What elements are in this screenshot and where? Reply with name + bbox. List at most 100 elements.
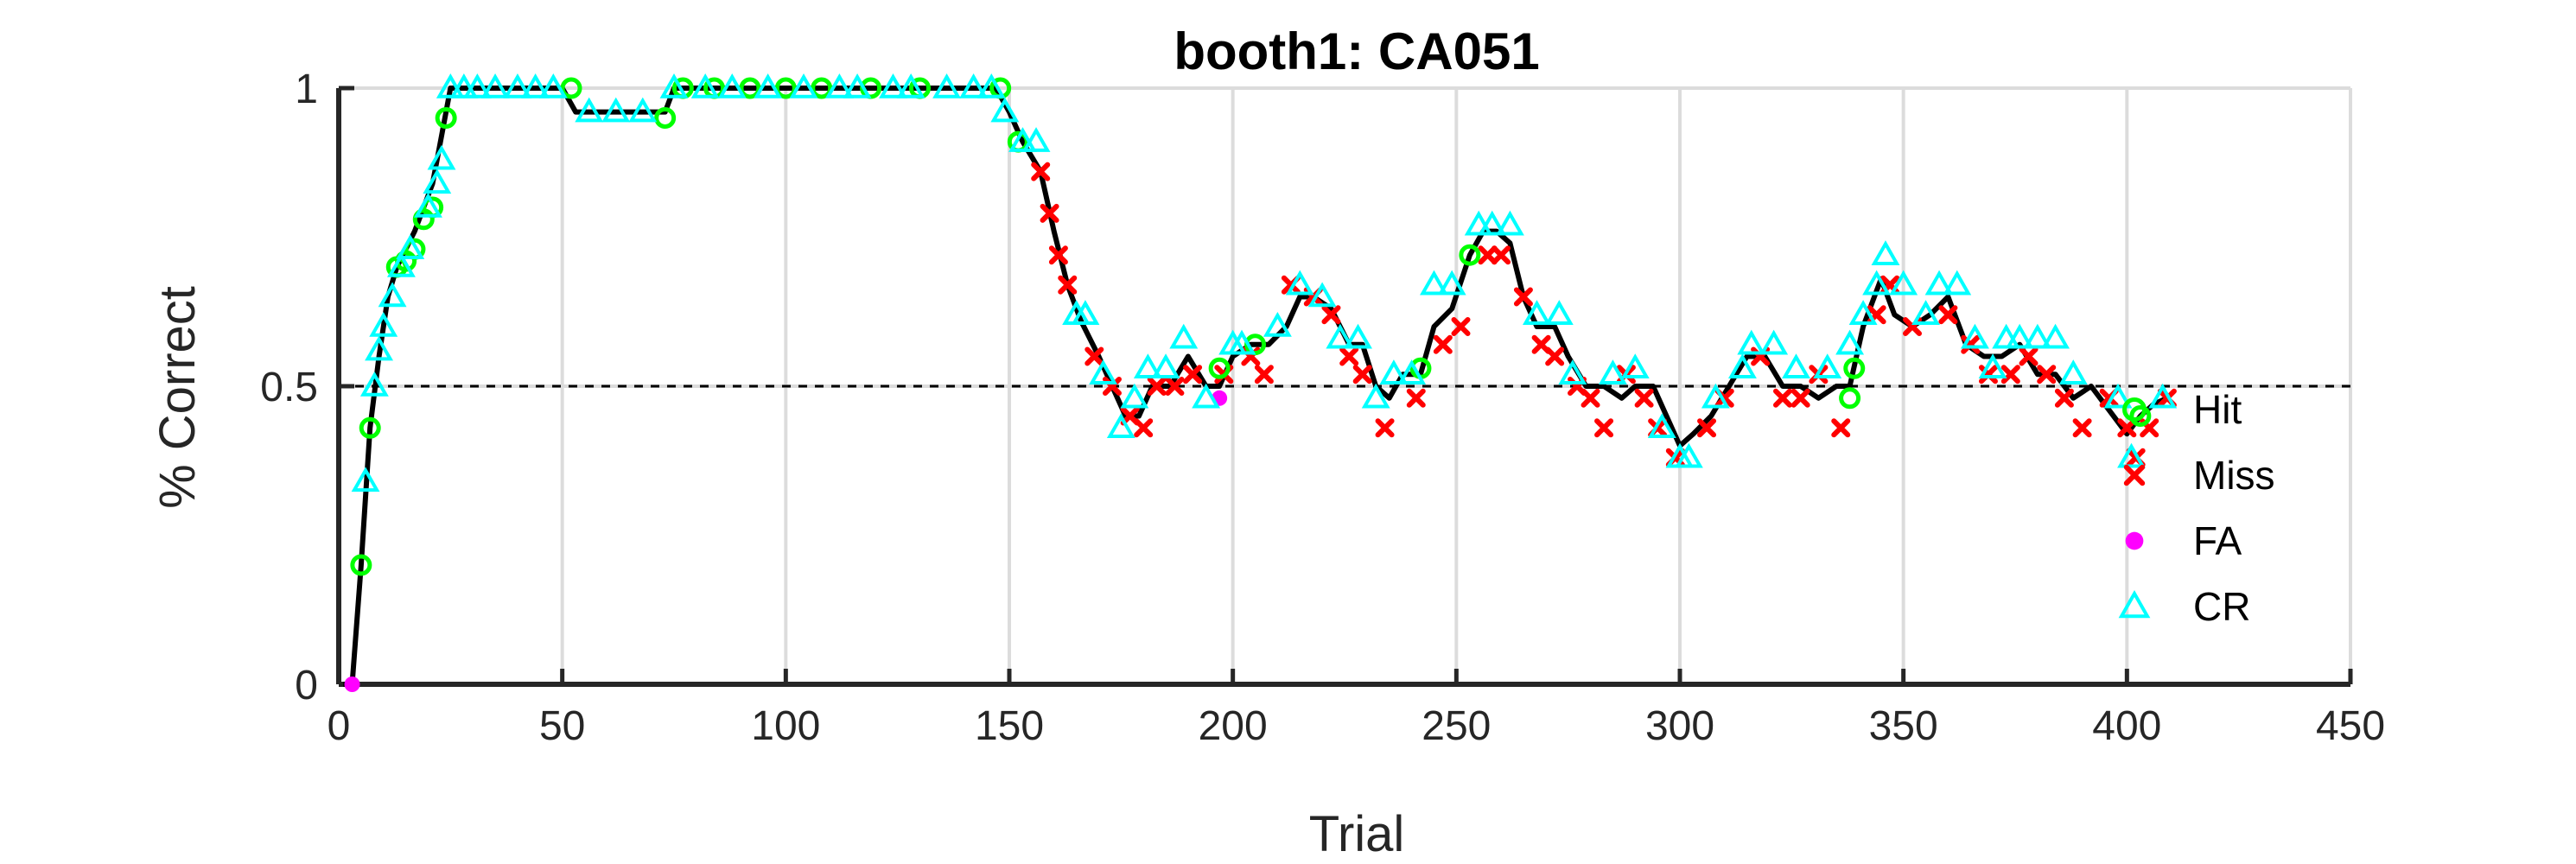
cr-marker bbox=[1192, 383, 1221, 409]
legend-item-cr: CR bbox=[2118, 584, 2250, 629]
cr-marker bbox=[1558, 359, 1587, 384]
miss-marker bbox=[1352, 365, 1372, 384]
cr-marker bbox=[1835, 329, 1865, 355]
cr-marker bbox=[396, 234, 425, 260]
plot-area bbox=[343, 73, 2178, 692]
hit-marker bbox=[359, 416, 381, 439]
cr-marker bbox=[1133, 353, 1162, 379]
miss-marker bbox=[1831, 418, 1851, 438]
y-tick-label: 0 bbox=[295, 663, 318, 708]
x-tick-label: 200 bbox=[1199, 703, 1268, 749]
cr-marker bbox=[378, 282, 407, 308]
cr-marker bbox=[423, 168, 452, 194]
miss-marker bbox=[1183, 365, 1203, 384]
cr-marker bbox=[1862, 270, 1892, 295]
cr-marker bbox=[1227, 329, 1256, 355]
x-tick-label: 250 bbox=[1422, 703, 1491, 749]
cr-marker bbox=[2058, 359, 2088, 384]
cr-marker bbox=[1782, 353, 1810, 379]
cr-marker bbox=[1523, 300, 1551, 325]
x-tick-label: 100 bbox=[751, 703, 820, 749]
cr-marker bbox=[1151, 353, 1180, 379]
cr-marker bbox=[1727, 353, 1757, 379]
miss-marker bbox=[1031, 162, 1051, 181]
cr-marker bbox=[1544, 300, 1574, 325]
cr-marker bbox=[449, 73, 479, 98]
series-hit bbox=[350, 77, 2152, 576]
miss-marker bbox=[1451, 317, 1471, 336]
cr-marker bbox=[717, 73, 747, 98]
hit-marker bbox=[1843, 357, 1866, 379]
series-cr bbox=[351, 73, 2178, 492]
cr-marker bbox=[386, 251, 416, 277]
cr-marker bbox=[1120, 383, 1149, 409]
miss-marker bbox=[1134, 418, 1154, 438]
cr-marker bbox=[359, 371, 389, 397]
miss-marker bbox=[2072, 418, 2092, 438]
cr-marker bbox=[1992, 323, 2021, 349]
miss-marker bbox=[1581, 388, 1600, 408]
cr-marker bbox=[1071, 300, 1100, 325]
cr-marker bbox=[1263, 311, 1292, 337]
cr-marker bbox=[1169, 323, 1199, 349]
cr-marker bbox=[824, 73, 854, 98]
miss-marker bbox=[1165, 377, 1185, 396]
cr-marker bbox=[538, 73, 568, 98]
miss-marker bbox=[1147, 377, 1167, 396]
cr-marker bbox=[628, 97, 658, 123]
cr-marker bbox=[1285, 270, 1314, 295]
legend-label-fa: FA bbox=[2193, 518, 2242, 563]
hit-marker bbox=[2129, 405, 2152, 427]
legend-swatch-miss bbox=[2123, 464, 2146, 486]
cr-marker bbox=[462, 73, 492, 98]
y-tick-label: 0.5 bbox=[260, 365, 318, 410]
cr-marker bbox=[1848, 300, 1878, 325]
miss-marker bbox=[1697, 418, 1717, 438]
cr-marker bbox=[351, 467, 380, 492]
miss-marker bbox=[1938, 305, 1958, 325]
cr-marker bbox=[1813, 353, 1842, 379]
hit-marker bbox=[1208, 357, 1231, 379]
x-tick-label: 350 bbox=[1869, 703, 1938, 749]
miss-marker bbox=[1790, 388, 1810, 408]
cr-marker bbox=[1326, 323, 1355, 349]
cr-marker bbox=[976, 73, 1006, 98]
miss-marker bbox=[1254, 365, 1274, 384]
legend: Hit Miss FA CR bbox=[2118, 387, 2275, 629]
miss-marker bbox=[1048, 245, 1068, 265]
miss-marker bbox=[1545, 346, 1565, 366]
miss-marker bbox=[1594, 418, 1614, 438]
chart-title: booth1: CA051 bbox=[1174, 22, 1539, 80]
miss-marker bbox=[1772, 388, 1792, 408]
cr-marker bbox=[1620, 353, 1650, 379]
cr-marker bbox=[1379, 359, 1409, 384]
hit-marker bbox=[560, 77, 582, 99]
miss-marker bbox=[1084, 346, 1104, 366]
hit-marker bbox=[350, 554, 372, 576]
miss-marker bbox=[2000, 365, 2020, 384]
cr-marker bbox=[690, 73, 720, 98]
x-tick-label: 0 bbox=[328, 703, 351, 749]
cr-marker bbox=[990, 97, 1020, 123]
cr-marker bbox=[2005, 323, 2034, 349]
cr-marker bbox=[436, 73, 465, 98]
cr-marker bbox=[959, 73, 989, 98]
cr-marker bbox=[1307, 282, 1337, 308]
cr-marker bbox=[1478, 210, 1507, 236]
cr-marker bbox=[1437, 270, 1466, 295]
hit-marker bbox=[739, 77, 761, 99]
hit-marker bbox=[1459, 244, 1481, 266]
miss-marker bbox=[1478, 245, 1498, 265]
x-tick-label: 50 bbox=[539, 703, 585, 749]
fa-marker bbox=[344, 677, 360, 692]
cr-marker bbox=[427, 144, 456, 170]
cr-marker bbox=[1647, 413, 1676, 439]
cr-marker bbox=[1420, 270, 1448, 295]
cr-marker bbox=[1943, 270, 1972, 295]
cr-marker bbox=[1978, 353, 2007, 379]
cr-marker bbox=[1021, 127, 1051, 152]
miss-marker bbox=[1321, 305, 1341, 325]
cr-marker bbox=[754, 73, 783, 98]
cr-marker bbox=[1871, 240, 1900, 265]
